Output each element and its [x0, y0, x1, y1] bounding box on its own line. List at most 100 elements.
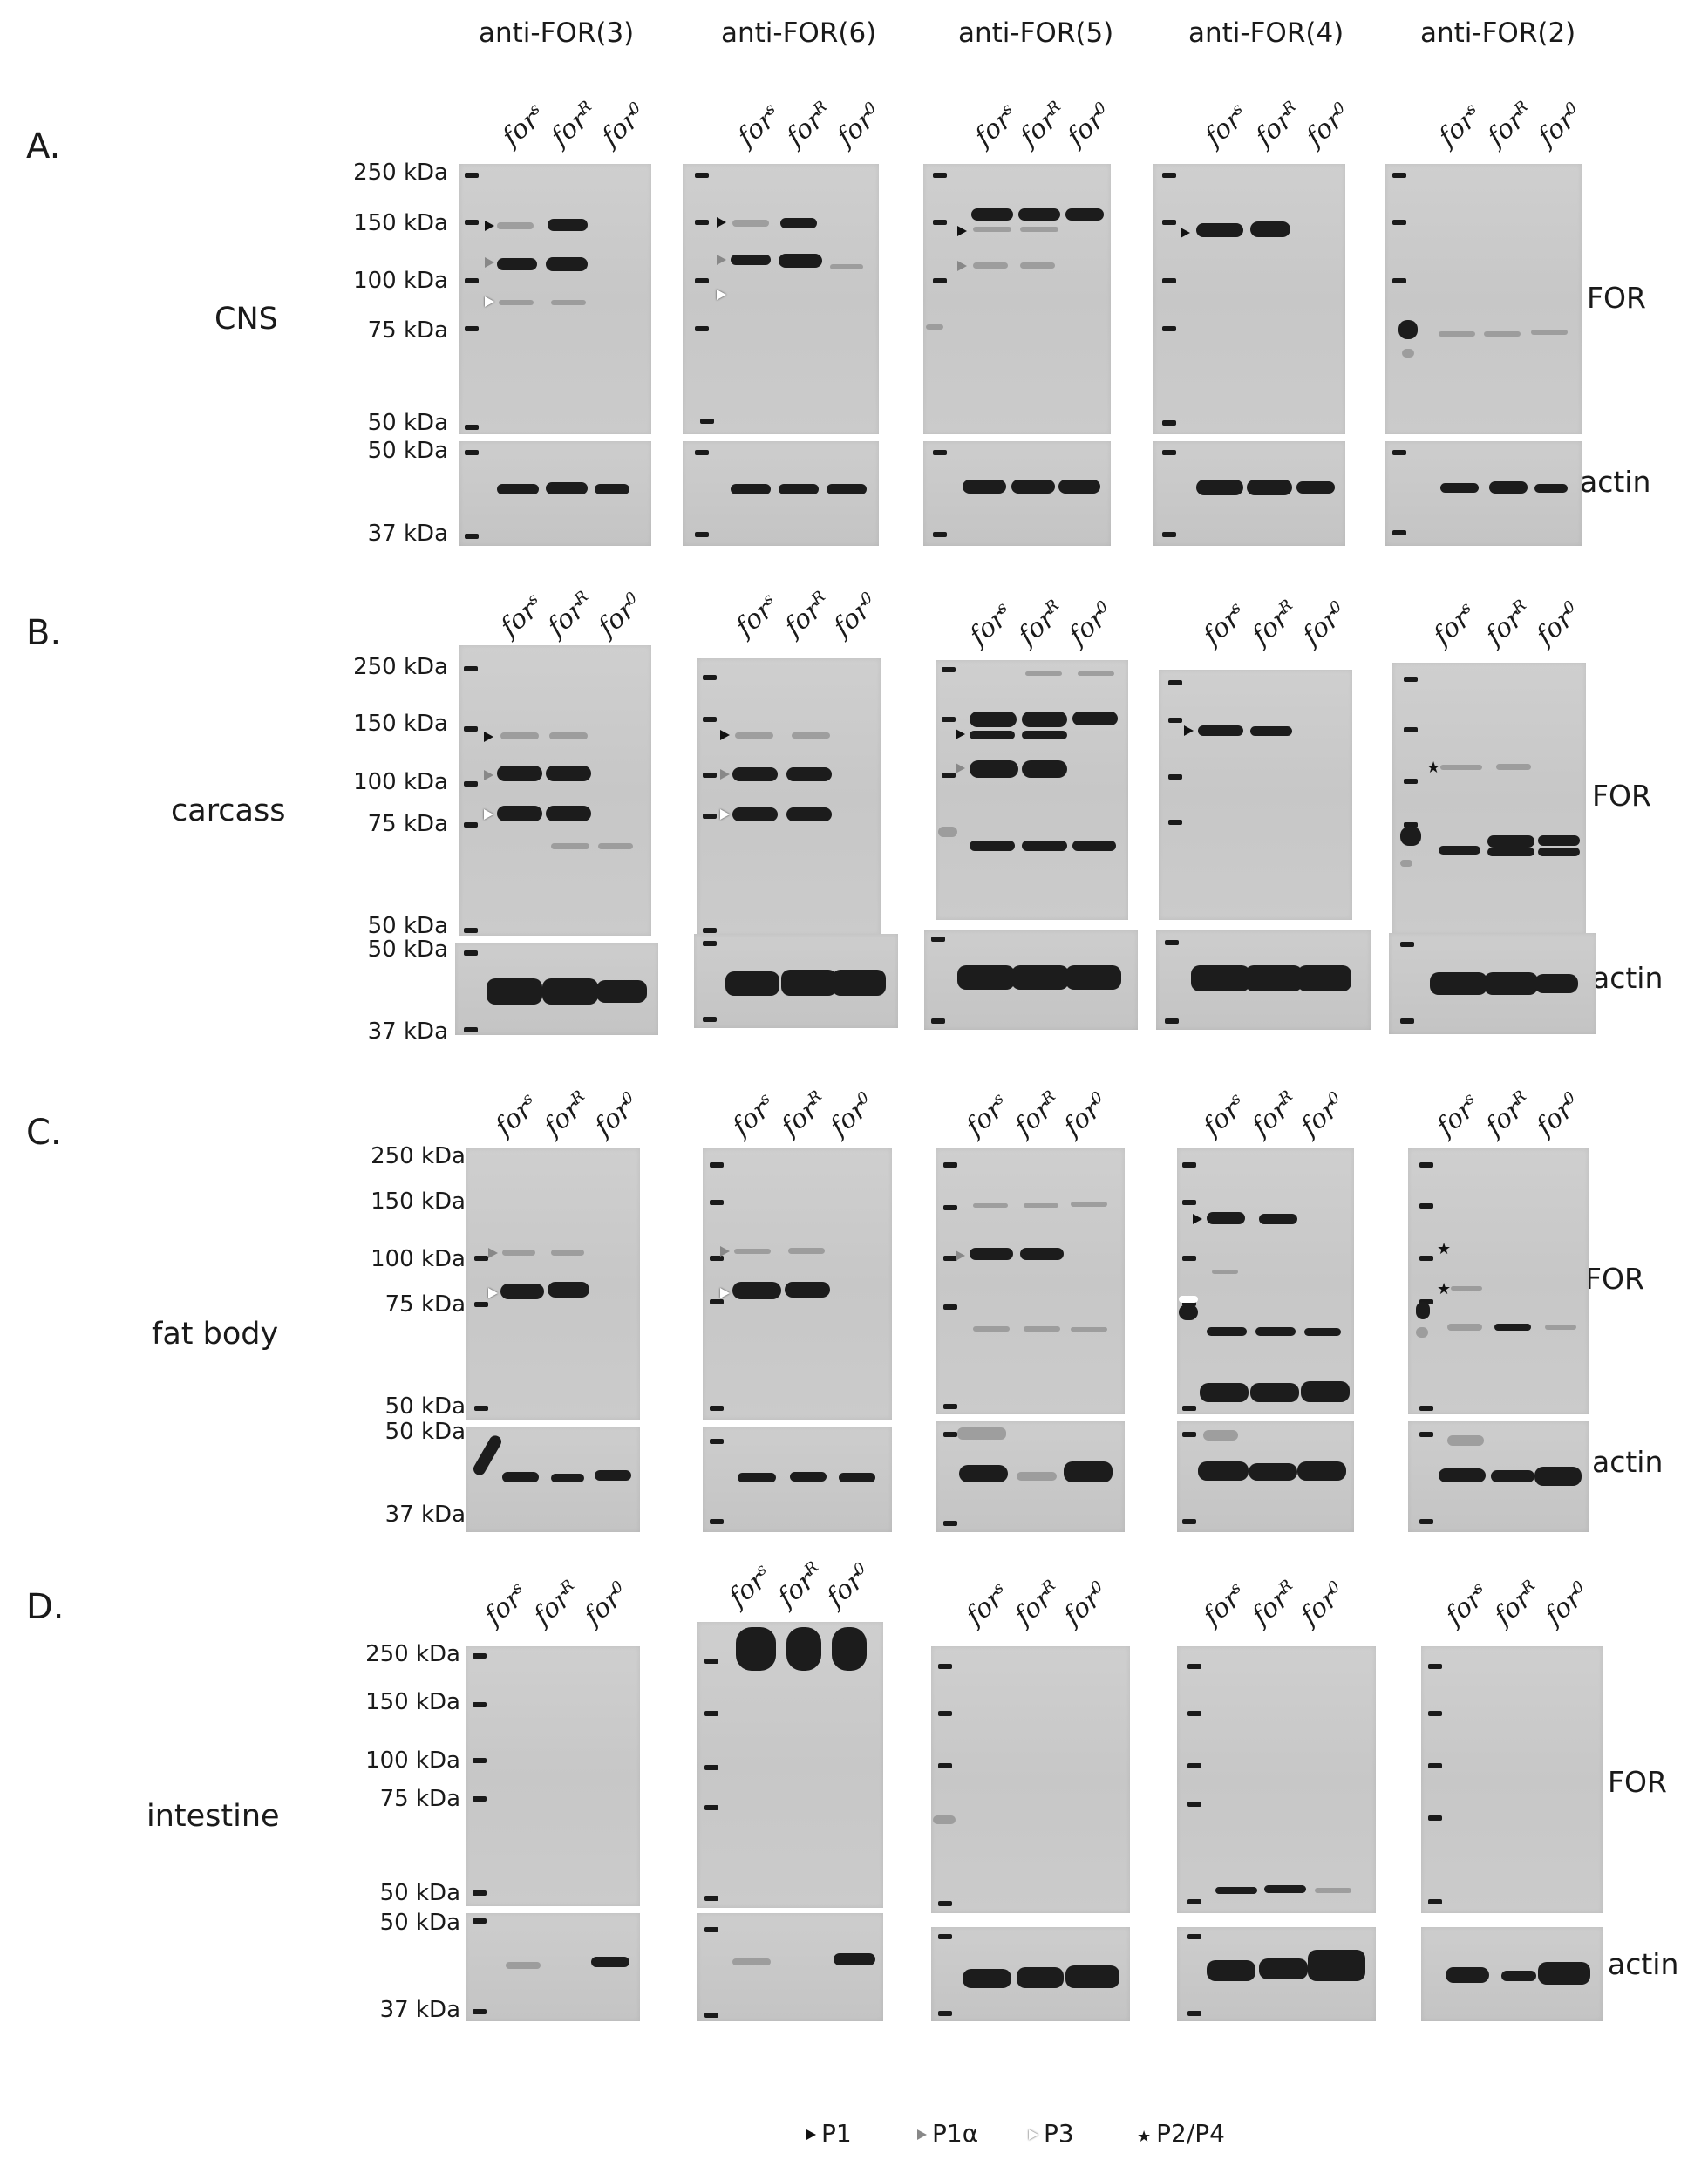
- band: [551, 843, 589, 849]
- blot-panel: [1392, 663, 1586, 935]
- band: [780, 218, 817, 228]
- p1-alpha-arrowhead: [720, 1246, 730, 1257]
- p1-arrowhead: [957, 226, 967, 236]
- blot-panel: [1385, 164, 1582, 434]
- band: [1308, 1950, 1365, 1981]
- mw-marker: [704, 2013, 718, 2018]
- mw-marker: [710, 1200, 724, 1205]
- lane-label-for-0: for0: [824, 1087, 874, 1142]
- lane-label-for-s: fors: [732, 99, 781, 153]
- mw-marker: [1404, 677, 1418, 682]
- band: [1297, 965, 1351, 991]
- band: [1065, 1965, 1119, 1988]
- mw-marker: [1392, 173, 1406, 178]
- mw-marker: [464, 666, 478, 671]
- band: [1022, 760, 1067, 778]
- band: [1200, 1383, 1249, 1402]
- mw-marker: [1400, 827, 1421, 846]
- mw-marker: [704, 1927, 718, 1932]
- lane-label-for-r: forR: [779, 587, 829, 643]
- p1-arrowhead: [717, 217, 726, 228]
- band: [506, 1962, 541, 1969]
- band: [500, 732, 539, 739]
- band: [1538, 835, 1580, 846]
- lane-label-for-r: forR: [1009, 1576, 1059, 1631]
- mw-marker: [938, 1934, 952, 1939]
- band: [1447, 1435, 1484, 1446]
- mw-marker: [1428, 1763, 1442, 1768]
- mw-marker: [703, 717, 717, 722]
- blot-panel: [923, 164, 1111, 434]
- mw-marker: [695, 450, 709, 455]
- band: [1071, 1327, 1107, 1332]
- band: [549, 732, 588, 739]
- lane-label-for-r: forR: [1246, 596, 1296, 651]
- mw-marker: [933, 173, 947, 178]
- tissue-label-carcass: carcass: [171, 794, 286, 828]
- mw-marker: [704, 1765, 718, 1770]
- mw-marker: [1187, 1664, 1201, 1669]
- column-title-anti-for-5: anti-FOR(5): [958, 17, 1114, 49]
- mw-marker: [465, 450, 479, 455]
- mw-marker: [1419, 1256, 1433, 1261]
- band: [1259, 1214, 1297, 1224]
- band: [1245, 965, 1303, 991]
- p3-arrowhead-icon: [1029, 2129, 1038, 2140]
- band: [1207, 1212, 1245, 1224]
- band: [1072, 841, 1116, 851]
- band: [1212, 1270, 1238, 1274]
- blot-panel: [1408, 1148, 1589, 1414]
- band: [1447, 1324, 1482, 1331]
- mw-marker: [1187, 2011, 1201, 2016]
- band: [1255, 1327, 1296, 1336]
- band: [1011, 480, 1055, 494]
- band: [1022, 712, 1067, 727]
- mw-marker: [933, 1815, 956, 1824]
- band: [1203, 1430, 1238, 1441]
- mw-marker: [942, 717, 956, 722]
- lane-label-for-0: for0: [1058, 1087, 1107, 1142]
- mw-marker: [704, 1896, 718, 1901]
- p1-alpha-arrowhead: [484, 770, 493, 780]
- mw-marker: [1419, 1432, 1433, 1437]
- lane-label-for-s: fors: [963, 598, 1013, 651]
- band: [542, 978, 598, 1005]
- mw-label: 50 kDa: [379, 1910, 460, 1936]
- band: [1207, 1960, 1255, 1981]
- band: [546, 482, 588, 494]
- lane-label-for-r: forR: [1249, 97, 1300, 153]
- mw-marker: [943, 1256, 957, 1261]
- blot-panel: [1177, 1148, 1354, 1414]
- band: [1065, 208, 1104, 221]
- band: [786, 807, 832, 821]
- band: [1215, 1887, 1257, 1894]
- side-label-for: FOR: [1592, 779, 1651, 813]
- band: [1025, 671, 1062, 676]
- lane-label-for-r: forR: [1009, 1086, 1059, 1142]
- band: [1250, 221, 1290, 237]
- band: [725, 971, 779, 996]
- mw-marker: [465, 326, 479, 331]
- lane-label-for-0: for0: [595, 98, 645, 153]
- p3-arrowhead: [720, 809, 730, 820]
- mw-label: 37 kDa: [379, 1997, 460, 2023]
- p1-arrowhead: [1193, 1214, 1202, 1224]
- p1-arrowhead: [956, 729, 965, 739]
- mw-label: 50 kDa: [367, 438, 448, 464]
- mw-label: 50 kDa: [384, 1419, 466, 1445]
- band: [1024, 1203, 1058, 1208]
- lane-label-for-0: for0: [578, 1577, 628, 1631]
- mw-label: 150 kDa: [371, 1189, 466, 1215]
- mw-marker: [1428, 1711, 1442, 1716]
- mw-label: 100 kDa: [353, 769, 448, 795]
- lane-label-for-s: fors: [1199, 99, 1249, 153]
- mw-marker: [931, 1018, 945, 1024]
- band: [1439, 331, 1475, 337]
- mw-marker: [710, 1299, 724, 1304]
- band: [830, 264, 863, 269]
- mw-marker: [1165, 1018, 1179, 1024]
- band: [1301, 1381, 1350, 1402]
- lane-label-for-0: for0: [1530, 1087, 1580, 1142]
- band: [1250, 1383, 1299, 1402]
- mw-marker: [1419, 1162, 1433, 1168]
